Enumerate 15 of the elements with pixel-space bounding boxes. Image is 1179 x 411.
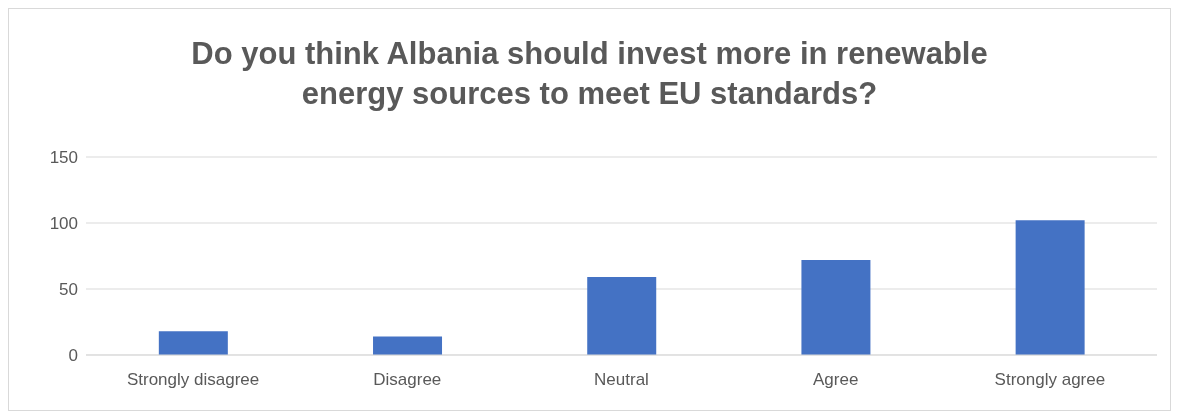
y-tick-label: 50 — [59, 280, 78, 300]
bar — [801, 259, 871, 355]
bar — [158, 331, 228, 355]
x-tick-label: Strongly agree — [994, 370, 1106, 390]
x-tick-label: Neutral — [594, 370, 649, 390]
bar — [1015, 220, 1085, 355]
x-tick-label: Agree — [813, 370, 859, 390]
bar — [587, 277, 657, 355]
y-tick-label: 100 — [49, 214, 78, 234]
chart-title: Do you think Albania should invest more in renewable energy sources to meet EU standards? — [190, 34, 989, 113]
y-tick-label: 0 — [68, 346, 78, 366]
y-tick-label: 150 — [49, 148, 78, 168]
bar — [373, 336, 443, 355]
x-tick-label: Strongly disagree — [126, 370, 260, 390]
x-tick-label: Disagree — [373, 370, 442, 390]
